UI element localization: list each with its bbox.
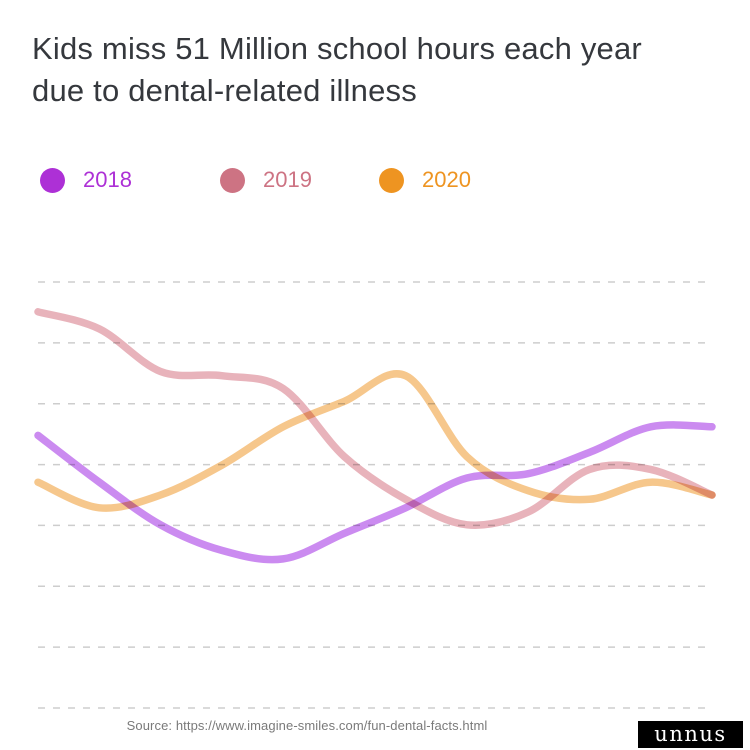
series-line-2018 bbox=[34, 421, 716, 564]
legend-dot-2020-icon bbox=[379, 167, 404, 193]
series-line-2020 bbox=[34, 370, 716, 512]
chart-title: Kids miss 51 Million school hours each y… bbox=[32, 28, 732, 112]
chart-title-line2: due to dental-related illness bbox=[32, 73, 417, 108]
series-line-2019 bbox=[34, 308, 716, 529]
brand-logo: unnus bbox=[638, 721, 743, 748]
legend-label-2018: 2018 bbox=[83, 167, 132, 192]
legend-label-2020: 2020 bbox=[422, 167, 471, 192]
legend-dot-2019-icon bbox=[220, 167, 245, 193]
legend-item-2019: 2019 bbox=[220, 167, 312, 193]
legend-item-2018: 2018 bbox=[40, 167, 132, 193]
source-caption: Source: https://www.imagine-smiles.com/f… bbox=[126, 718, 488, 733]
legend-item-2020: 2020 bbox=[379, 167, 471, 193]
chart-title-line1: Kids miss 51 Million school hours each y… bbox=[32, 31, 642, 66]
legend-dot-2018-icon bbox=[40, 167, 65, 193]
legend-label-2019: 2019 bbox=[263, 167, 312, 192]
